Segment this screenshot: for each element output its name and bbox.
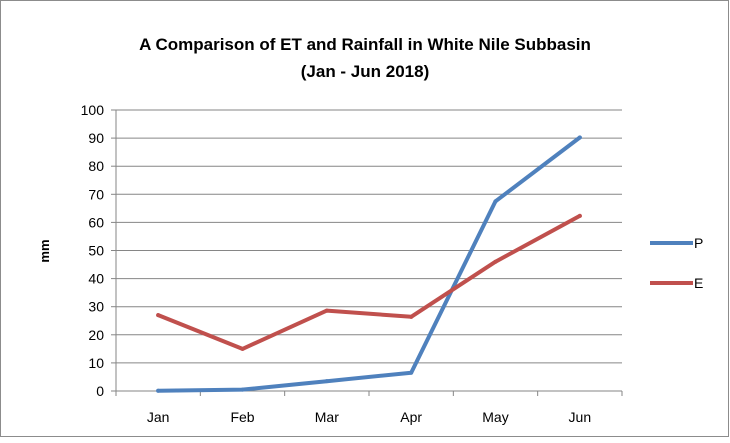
- x-tick-label: Mar: [315, 409, 339, 425]
- data-point-E: [493, 259, 498, 264]
- chart-title: A Comparison of ET and Rainfall in White…: [139, 35, 591, 54]
- series-lines: [156, 135, 582, 393]
- series-line-E: [156, 213, 582, 351]
- data-point-E: [156, 313, 161, 318]
- y-tick-label: 0: [96, 383, 104, 399]
- y-tick-label: 20: [88, 327, 104, 343]
- data-point-E: [577, 213, 582, 218]
- y-tick-label: 40: [88, 271, 104, 287]
- x-tick-label: Jun: [569, 409, 592, 425]
- y-tick-label: 50: [88, 243, 104, 259]
- y-tick-label: 70: [88, 186, 104, 202]
- data-point-P: [156, 388, 161, 393]
- y-axis-label: mm: [37, 239, 52, 262]
- series-line-P: [156, 135, 582, 393]
- x-tick-labels: Jan Feb Mar Apr May Jun: [147, 409, 591, 425]
- x-tick-label: May: [482, 409, 508, 425]
- legend: PE: [650, 235, 703, 291]
- data-point-P: [409, 370, 414, 375]
- legend-label-P: P: [694, 235, 703, 251]
- data-point-P: [577, 135, 582, 140]
- data-point-E: [324, 308, 329, 313]
- y-tick-label: 100: [81, 102, 105, 118]
- data-point-E: [240, 346, 245, 351]
- y-tick-label: 60: [88, 214, 104, 230]
- y-tick-label: 30: [88, 299, 104, 315]
- data-point-P: [240, 387, 245, 392]
- chart-subtitle: (Jan - Jun 2018): [301, 62, 430, 81]
- x-tick-label: Jan: [147, 409, 170, 425]
- y-tick-labels: 0 10 20 30 40 50 60 70 80 90 100: [81, 102, 105, 399]
- legend-label-E: E: [694, 275, 703, 291]
- y-tick-label: 80: [88, 158, 104, 174]
- y-tick-label: 10: [88, 355, 104, 371]
- x-tick-label: Apr: [400, 409, 422, 425]
- data-point-P: [324, 379, 329, 384]
- data-point-E: [409, 314, 414, 319]
- data-point-P: [493, 199, 498, 204]
- x-tick-label: Feb: [230, 409, 254, 425]
- y-tick-label: 90: [88, 130, 104, 146]
